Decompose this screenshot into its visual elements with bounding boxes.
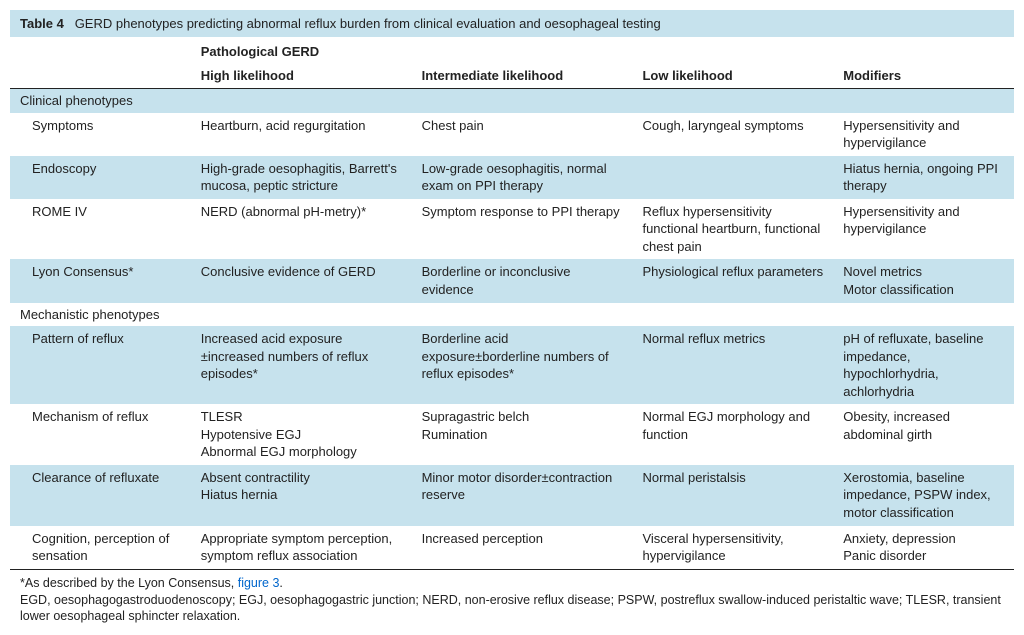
cell-low: Normal peristalsis <box>632 465 833 526</box>
row-label: Mechanism of reflux <box>10 404 191 465</box>
row-label: Cognition, perception of sensation <box>10 526 191 569</box>
cell-low <box>632 156 833 199</box>
section-label: Clinical phenotypes <box>10 89 1014 113</box>
cell-low: Physiological reflux parameters <box>632 259 833 302</box>
table-title-text: GERD phenotypes predicting abnormal refl… <box>75 16 661 31</box>
cell-mod: Hypersensitivity and hypervigilance <box>833 199 1014 260</box>
column-header-row: High likelihood Intermediate likelihood … <box>10 63 1014 89</box>
cell-low: Reflux hypersensitivity functional heart… <box>632 199 833 260</box>
cell-mid: Borderline or inconclusive evidence <box>412 259 633 302</box>
table-row: Lyon Consensus* Conclusive evidence of G… <box>10 259 1014 302</box>
footnote-star-end: . <box>279 576 282 590</box>
cell-high: Conclusive evidence of GERD <box>191 259 412 302</box>
cell-high: High-grade oesophagitis, Barrett's mucos… <box>191 156 412 199</box>
cell-mod: Xerostomia, baseline impedance, PSPW ind… <box>833 465 1014 526</box>
cell-low: Visceral hypersensitivity, hypervigilanc… <box>632 526 833 569</box>
row-label: Pattern of reflux <box>10 326 191 404</box>
col-header-modifiers: Modifiers <box>833 63 1014 89</box>
cell-high: Absent contractilityHiatus hernia <box>191 465 412 526</box>
table-footnote: *As described by the Lyon Consensus, fig… <box>10 569 1014 626</box>
table-row: Pattern of reflux Increased acid exposur… <box>10 326 1014 404</box>
cell-mid: Minor motor disorder±contraction reserve <box>412 465 633 526</box>
col-header-intermediate: Intermediate likelihood <box>412 63 633 89</box>
section-row-mechanistic: Mechanistic phenotypes <box>10 303 1014 327</box>
table-row: Mechanism of reflux TLESRHypotensive EGJ… <box>10 404 1014 465</box>
cell-mid: Chest pain <box>412 113 633 156</box>
row-label: Symptoms <box>10 113 191 156</box>
col-header-blank <box>10 63 191 89</box>
super-header-empty <box>10 37 191 63</box>
table-title-bar: Table 4 GERD phenotypes predicting abnor… <box>10 10 1014 37</box>
cell-mod: Hiatus hernia, ongoing PPI therapy <box>833 156 1014 199</box>
phenotype-table: Pathological GERD High likelihood Interm… <box>10 37 1014 569</box>
cell-high: NERD (abnormal pH-metry)* <box>191 199 412 260</box>
table-row: Clearance of refluxate Absent contractil… <box>10 465 1014 526</box>
super-header-empty2 <box>833 37 1014 63</box>
cell-mid: Supragastric belchRumination <box>412 404 633 465</box>
cell-high: Appropriate symptom perception, symptom … <box>191 526 412 569</box>
row-label: Lyon Consensus* <box>10 259 191 302</box>
cell-high: Increased acid exposure ±increased numbe… <box>191 326 412 404</box>
cell-mod: Obesity, increased abdominal girth <box>833 404 1014 465</box>
table-row: Symptoms Heartburn, acid regurgitation C… <box>10 113 1014 156</box>
section-label: Mechanistic phenotypes <box>10 303 1014 327</box>
cell-low: Cough, laryngeal symptoms <box>632 113 833 156</box>
row-label: Endoscopy <box>10 156 191 199</box>
cell-high: TLESRHypotensive EGJAbnormal EGJ morphol… <box>191 404 412 465</box>
cell-mod: pH of refluxate, baseline impedance, hyp… <box>833 326 1014 404</box>
table-row: Endoscopy High-grade oesophagitis, Barre… <box>10 156 1014 199</box>
cell-mod: Anxiety, depressionPanic disorder <box>833 526 1014 569</box>
cell-high: Heartburn, acid regurgitation <box>191 113 412 156</box>
row-label: Clearance of refluxate <box>10 465 191 526</box>
super-header-row: Pathological GERD <box>10 37 1014 63</box>
cell-mod: Novel metricsMotor classification <box>833 259 1014 302</box>
figure-link[interactable]: figure 3 <box>238 576 280 590</box>
cell-low: Normal reflux metrics <box>632 326 833 404</box>
cell-mid: Borderline acid exposure±borderline numb… <box>412 326 633 404</box>
table-row: ROME IV NERD (abnormal pH-metry)* Sympto… <box>10 199 1014 260</box>
cell-low: Normal EGJ morphology and function <box>632 404 833 465</box>
table-4: Table 4 GERD phenotypes predicting abnor… <box>10 10 1014 625</box>
cell-mid: Increased perception <box>412 526 633 569</box>
table-number: Table 4 <box>20 16 64 31</box>
col-header-low: Low likelihood <box>632 63 833 89</box>
section-row-clinical: Clinical phenotypes <box>10 89 1014 113</box>
row-label: ROME IV <box>10 199 191 260</box>
cell-mid: Low-grade oesophagitis, normal exam on P… <box>412 156 633 199</box>
table-row: Cognition, perception of sensation Appro… <box>10 526 1014 569</box>
col-header-high: High likelihood <box>191 63 412 89</box>
cell-mid: Symptom response to PPI therapy <box>412 199 633 260</box>
footnote-star-text: *As described by the Lyon Consensus, <box>20 576 238 590</box>
super-header-pathological: Pathological GERD <box>191 37 834 63</box>
footnote-abbreviations: EGD, oesophagogastroduodenoscopy; EGJ, o… <box>20 593 1001 624</box>
cell-mod: Hypersensitivity and hypervigilance <box>833 113 1014 156</box>
